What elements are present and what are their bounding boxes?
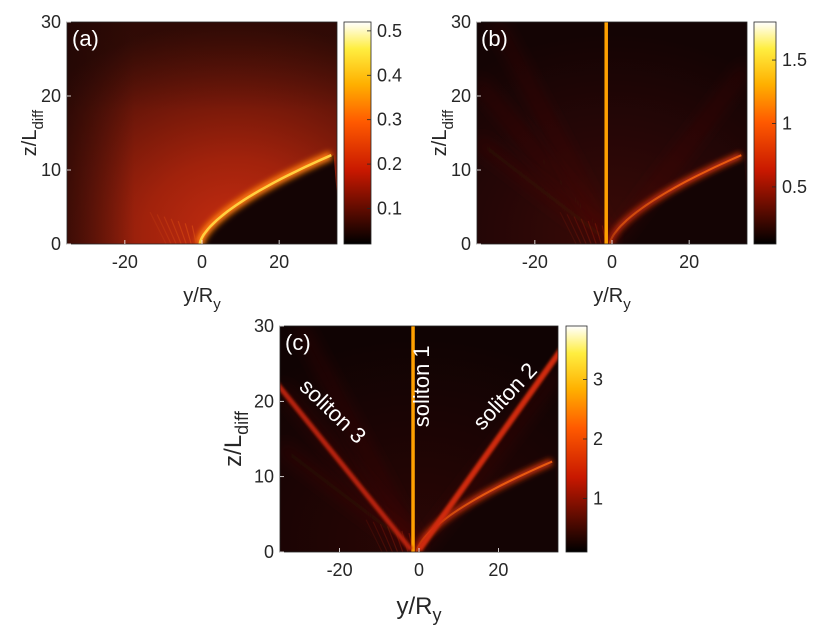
fringe bbox=[365, 519, 383, 552]
fringe bbox=[170, 218, 182, 244]
colorbar-tick-label: 0.3 bbox=[377, 110, 402, 130]
x-tick-label: -20 bbox=[522, 252, 548, 272]
x-tick-label: 0 bbox=[607, 252, 617, 272]
fan-ray bbox=[295, 326, 424, 552]
shadow-region bbox=[419, 461, 558, 552]
soliton-2-beam bbox=[416, 349, 558, 552]
fringe bbox=[559, 211, 577, 244]
x-tick-label: 0 bbox=[197, 252, 207, 272]
colorbar-tick-label: 1.5 bbox=[782, 50, 807, 70]
fan-ray bbox=[477, 136, 616, 244]
heatmap bbox=[477, 22, 747, 244]
panel-a: -20 0 20 0 10 20 30 y/Ry z/Ldiff (a) 0.1 0.2 0.3 0.4 0… bbox=[19, 12, 402, 313]
x-axis-label: y/Ry bbox=[397, 593, 442, 625]
panel-label: (a) bbox=[72, 26, 99, 51]
y-tick-label: 0 bbox=[51, 234, 61, 254]
y-axis-label: z/Ldiff bbox=[220, 410, 252, 467]
x-axis-label: y/Ry bbox=[593, 285, 631, 313]
x-tick-label: 0 bbox=[414, 560, 424, 580]
soliton-3-beam bbox=[280, 383, 414, 552]
fan-ray bbox=[491, 22, 617, 244]
x-tick-label: -20 bbox=[327, 560, 353, 580]
y-tick-label: 30 bbox=[451, 12, 471, 32]
annotation-label: soliton 1 bbox=[409, 345, 434, 427]
colorbar bbox=[343, 21, 372, 245]
fan-ray bbox=[477, 78, 616, 244]
panel-b: -20 0 20 0 10 20 30 y/Ry z/Ldiff (b) 0.5 1 1.5 bbox=[429, 12, 807, 313]
colorbar-tick-label: 0.5 bbox=[377, 21, 402, 41]
y-tick-label: 30 bbox=[254, 316, 274, 336]
y-tick-label: 0 bbox=[461, 234, 471, 254]
colorbar-tick-label: 3 bbox=[593, 370, 603, 390]
x-tick-label: 20 bbox=[488, 560, 508, 580]
heatmap bbox=[67, 22, 337, 244]
caustic-core bbox=[198, 154, 332, 244]
fringe bbox=[566, 214, 582, 244]
fringe bbox=[191, 225, 197, 244]
y-tick-label: 10 bbox=[41, 160, 61, 180]
colorbar-tick-label: 0.4 bbox=[377, 65, 402, 85]
colorbar-tick-label: 0.1 bbox=[377, 198, 402, 218]
y-tick-label: 10 bbox=[451, 160, 471, 180]
y-tick-label: 20 bbox=[254, 391, 274, 411]
fringe bbox=[163, 216, 177, 244]
y-tick-label: 20 bbox=[451, 86, 471, 106]
colorbar-tick-label: 1 bbox=[782, 113, 792, 133]
fringe bbox=[372, 521, 388, 552]
x-tick-label: 20 bbox=[679, 252, 699, 272]
fringe bbox=[156, 214, 172, 244]
x-tick-label: 20 bbox=[269, 252, 289, 272]
x-axis-label: y/Ry bbox=[183, 285, 221, 313]
heatmap bbox=[280, 326, 558, 552]
y-tick-label: 0 bbox=[264, 542, 274, 562]
colorbar-tick-label: 0.5 bbox=[782, 177, 807, 197]
shadow-region bbox=[612, 155, 747, 244]
y-tick-label: 20 bbox=[41, 86, 61, 106]
fringe bbox=[177, 220, 187, 244]
x-tick-label: -20 bbox=[112, 252, 138, 272]
shadow-region bbox=[202, 155, 337, 244]
panel-label: (b) bbox=[481, 26, 508, 51]
fan-ray bbox=[608, 63, 747, 244]
y-tick-label: 10 bbox=[254, 467, 274, 487]
fringe bbox=[184, 223, 192, 244]
colorbar-tick-label: 1 bbox=[593, 488, 603, 508]
y-axis-label: z/Ldiff bbox=[429, 109, 457, 156]
colorbar-tick-label: 0.2 bbox=[377, 154, 402, 174]
panel-label: (c) bbox=[285, 330, 311, 355]
colorbar-tick-label: 2 bbox=[593, 429, 603, 449]
colorbar bbox=[753, 21, 777, 245]
fringe bbox=[149, 211, 167, 244]
y-tick-label: 30 bbox=[41, 12, 61, 32]
y-axis-label: z/Ldiff bbox=[19, 109, 47, 156]
